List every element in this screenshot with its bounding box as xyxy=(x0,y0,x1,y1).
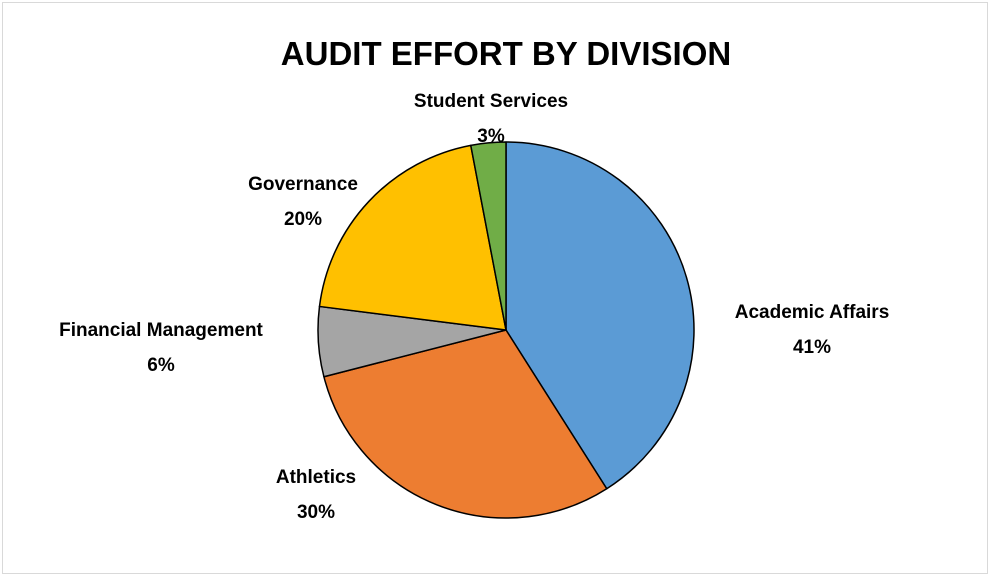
data-label-value: 20% xyxy=(284,209,322,230)
pie-slice-athletics xyxy=(323,329,608,519)
data-label-category: Athletics xyxy=(276,467,356,488)
data-labels: Academic Affairs 41% Athletics 30% Financial… xyxy=(59,91,889,523)
data-label-value: 41% xyxy=(793,337,831,358)
pie-slice-academic-affairs xyxy=(505,141,695,490)
data-label-category: Student Services xyxy=(414,91,568,112)
data-label-category: Academic Affairs xyxy=(735,302,890,323)
data-label-value: 30% xyxy=(297,502,335,523)
data-label-value: 6% xyxy=(147,355,175,376)
pie-slice-governance xyxy=(318,144,507,331)
pie-slices xyxy=(317,141,695,519)
data-label-category: Governance xyxy=(248,174,358,195)
data-label-value: 3% xyxy=(477,126,505,147)
data-label-category: Financial Management xyxy=(59,320,263,341)
pie-slice-student-services xyxy=(470,141,507,331)
chart-title: AUDIT EFFORT BY DIVISION xyxy=(281,35,731,72)
